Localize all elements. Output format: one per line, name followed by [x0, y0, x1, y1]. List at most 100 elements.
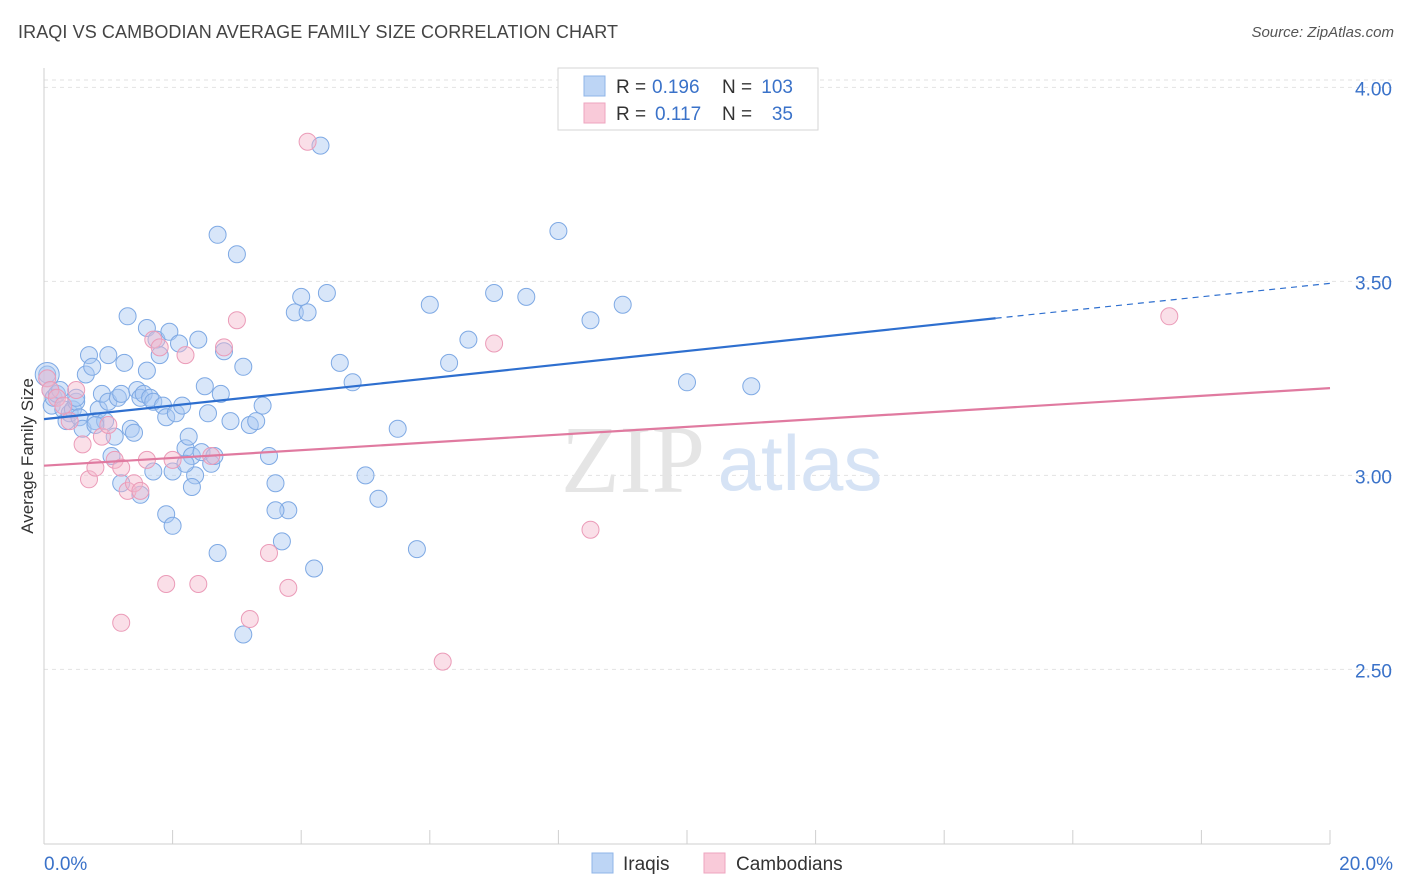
watermark-zip: ZIP	[561, 406, 705, 513]
iraqis-point-94	[266, 501, 285, 520]
iraqis-point-39	[157, 408, 176, 427]
trend-lines	[43, 282, 1331, 467]
iraqis-point-100	[112, 474, 131, 493]
iraqis-point-95	[305, 559, 324, 578]
iraqis-point-51	[195, 377, 214, 396]
y-tick-label-1: 3.50	[1355, 273, 1392, 294]
iraqis-point-89	[86, 416, 105, 434]
cambodians-trend-line	[43, 387, 1331, 467]
cambodians-point-10	[99, 416, 118, 434]
iraqis-r-value: 0.196	[652, 77, 700, 98]
iraqis-point-81	[459, 330, 478, 349]
iraqis-point-90	[157, 505, 176, 524]
source-label: Source: ZipAtlas.com	[1251, 24, 1394, 41]
iraqis-point-69	[292, 287, 311, 306]
cambodians-r-label: R =	[616, 104, 646, 125]
iraqis-point-57	[215, 342, 233, 361]
iraqis-point-80	[440, 353, 459, 372]
iraqis-point-14	[80, 346, 98, 365]
x-tick-label-1: 20.0%	[1339, 854, 1393, 875]
x-tick-label-0: 0.0%	[44, 854, 87, 875]
cambodians-point-20	[163, 450, 182, 469]
cambodians-point-6	[73, 435, 92, 454]
iraqis-point-87	[678, 373, 696, 392]
cambodians-point-25	[227, 311, 246, 330]
cambodians-bottom-swatch	[703, 852, 726, 874]
iraqis-point-66	[272, 532, 291, 551]
iraqis-point-85	[581, 311, 600, 330]
iraqis-point-27	[118, 307, 137, 326]
iraqis-point-0	[38, 365, 57, 384]
cambodians-point-9	[92, 427, 111, 446]
watermark-atlas: atlas	[718, 419, 883, 507]
watermark: ZIP atlas	[561, 406, 882, 513]
cambodians-point-22	[189, 575, 208, 593]
iraqis-point-67	[279, 501, 298, 520]
cambodians-point-0	[38, 369, 57, 388]
cambodians-point-24	[215, 338, 233, 357]
y-axis-label: Average Family Size	[18, 378, 37, 534]
cambodians-n-value: 35	[772, 104, 793, 125]
iraqis-trend-extension	[995, 282, 1331, 319]
cambodians-point-18	[150, 338, 169, 357]
iraqis-point-74	[343, 373, 362, 392]
iraqis-point-88	[742, 377, 761, 396]
iraqis-point-86	[613, 295, 632, 314]
cambodians-point-15	[131, 481, 150, 500]
chart-title: IRAQI VS CAMBODIAN AVERAGE FAMILY SIZE C…	[18, 22, 619, 42]
iraqis-point-23	[105, 427, 124, 446]
cambodians-r-value: 0.117	[655, 104, 701, 125]
iraqis-point-63	[253, 396, 272, 415]
iraqis-point-48	[186, 466, 205, 485]
cambodians-legend-swatch	[583, 102, 606, 124]
iraqis-r-label: R =	[616, 77, 646, 98]
cambodians-point-31	[485, 334, 504, 353]
iraqis-point-70	[298, 303, 317, 322]
cambodians-point-26	[240, 610, 259, 628]
iraqis-point-49	[189, 330, 208, 349]
cambodians-point-29	[298, 132, 317, 151]
iraqis-legend-label: Iraqis	[623, 854, 669, 875]
iraqis-point-83	[517, 287, 536, 306]
iraqis-point-62	[247, 412, 266, 431]
iraqis-point-60	[234, 357, 253, 376]
data-points	[34, 132, 1179, 671]
iraqis-point-64	[260, 447, 278, 465]
iraqis-point-68	[285, 303, 304, 322]
iraqis-point-97	[144, 462, 163, 481]
cambodians-point-19	[157, 575, 176, 593]
iraqis-point-77	[388, 419, 407, 438]
iraqis-point-84	[549, 222, 568, 240]
iraqis-point-65	[266, 474, 285, 493]
iraqis-point-102	[163, 516, 182, 535]
iraqis-point-91	[182, 478, 201, 496]
iraqis-n-value: 103	[761, 77, 793, 98]
stats-legend: R = 0.196 N = 103 R = 0.117 N = 35	[557, 67, 819, 131]
cambodians-point-27	[260, 544, 278, 562]
iraqis-point-25	[112, 384, 131, 403]
iraqis-point-37	[150, 346, 169, 365]
cambodians-point-33	[1160, 307, 1179, 326]
iraqis-point-78	[407, 540, 426, 559]
cambodians-point-13	[118, 481, 137, 500]
iraqis-point-72	[317, 284, 336, 302]
iraqis-point-59	[227, 245, 246, 264]
cambodians-point-3	[54, 396, 73, 415]
iraqis-trend-line	[43, 317, 996, 421]
axes	[43, 68, 1331, 845]
cambodians-point-34	[112, 613, 131, 632]
iraqis-legend-swatch	[583, 75, 606, 97]
cambodians-point-14	[125, 474, 143, 493]
iraqis-point-13	[76, 365, 95, 384]
cambodians-point-32	[581, 520, 600, 539]
iraqis-point-26	[115, 353, 134, 372]
iraqis-point-93	[234, 625, 253, 644]
cambodians-point-30	[433, 652, 452, 671]
iraqis-point-101	[137, 361, 156, 380]
iraqis-n-label: N =	[722, 77, 752, 98]
cambodians-n-label: N =	[722, 104, 752, 125]
iraqis-point-43	[170, 334, 188, 353]
cambodians-point-28	[279, 578, 298, 597]
iraqis-point-79	[420, 295, 439, 314]
